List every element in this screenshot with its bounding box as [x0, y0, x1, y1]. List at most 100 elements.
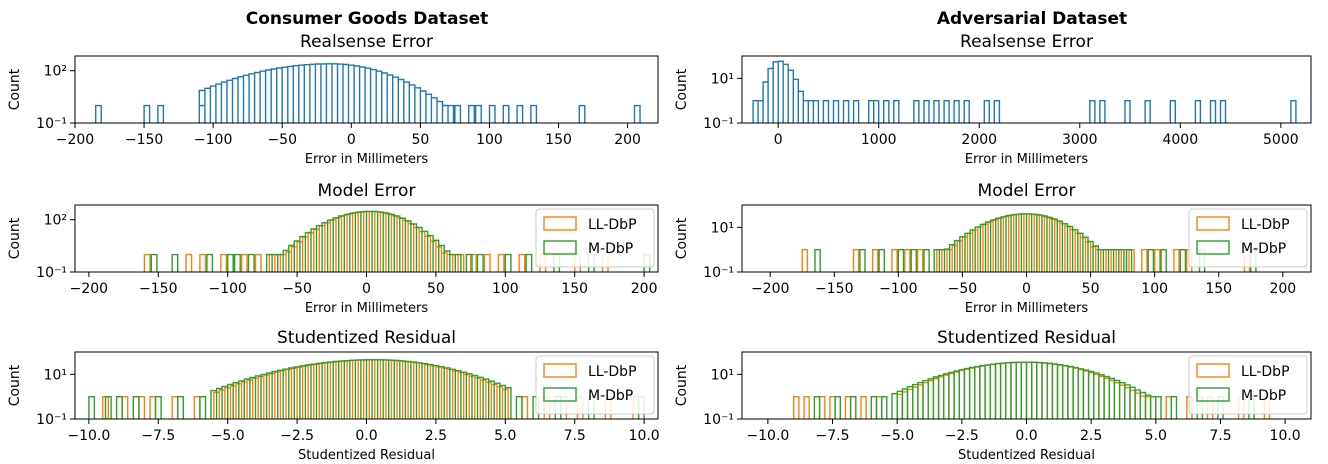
column-title-adversarial: Adversarial Dataset	[937, 9, 1127, 29]
legend-box	[1188, 208, 1308, 268]
plot-frame	[741, 55, 1312, 124]
x-axis-label: Error in Millimeters	[305, 152, 429, 167]
chart-panel: Realsense Error 0 1000 2000 3000 4000 5000 10⁻¹…	[674, 32, 1312, 167]
x-axis-label: Studentized Residual	[298, 448, 435, 463]
x-tick-label: 2.5	[425, 428, 447, 444]
y-axis-label: Count	[674, 68, 690, 110]
legend-box	[535, 355, 655, 415]
y-axis-label: Count	[674, 364, 690, 406]
chart-title: Studentized Residual	[277, 328, 456, 348]
histogram-series-realsense	[752, 60, 1297, 123]
legend-swatch-lldbp	[1196, 363, 1230, 378]
y-axis-label: Count	[7, 217, 23, 259]
x-tick-label: 150	[1205, 281, 1232, 297]
y-tick-label: 10⁻¹	[703, 265, 734, 281]
legend-swatch-lldbp	[1196, 216, 1230, 231]
x-tick-label: 0	[774, 132, 783, 148]
x-tick-label: −7.5	[141, 428, 175, 444]
histogram-series-mdbp	[150, 210, 651, 272]
x-tick-label: 5000	[1263, 132, 1299, 148]
x-tick-label: 0	[1022, 281, 1031, 297]
x-tick-label: 10.0	[629, 428, 660, 444]
x-tick-label: −100	[208, 281, 246, 297]
legend: LL-DbP M-DbP	[535, 355, 655, 415]
x-tick-label: 150	[545, 132, 572, 148]
x-tick-label: −100	[879, 281, 917, 297]
x-tick-label: 4000	[1162, 132, 1198, 148]
x-tick-label: 200	[1269, 281, 1296, 297]
x-tick-label: 5.0	[1145, 428, 1167, 444]
chart-title: Model Error	[978, 181, 1076, 201]
legend-label-lldbp: LL-DbP	[1241, 217, 1290, 233]
x-tick-label: −200	[751, 281, 789, 297]
x-tick-label: 5.0	[494, 428, 516, 444]
chart-title: Model Error	[318, 181, 416, 201]
chart-panel: Studentized Residual −10.0 −7.5 −5.0 −2.5 0.0…	[674, 328, 1312, 463]
x-tick-label: 1000	[861, 132, 897, 148]
x-tick-label: −2.5	[280, 428, 314, 444]
x-tick-label: −150	[139, 281, 177, 297]
x-tick-label: −50	[282, 281, 312, 297]
x-tick-label: −50	[267, 132, 297, 148]
x-tick-label: −200	[56, 132, 94, 148]
legend-label-mdbp: M-DbP	[1241, 241, 1286, 257]
chart-panel: Model Error −200 −150 −100 −50 0 50 100 150 200 10…	[674, 181, 1312, 316]
x-tick-label: 200	[614, 132, 641, 148]
y-tick-label: 10¹	[711, 71, 734, 87]
x-tick-label: −150	[815, 281, 853, 297]
x-axis-label: Studentized Residual	[958, 448, 1095, 463]
x-tick-label: 150	[561, 281, 588, 297]
x-tick-label: 50	[427, 281, 445, 297]
x-tick-label: 7.5	[564, 428, 586, 444]
y-tick-label: 10²	[44, 64, 67, 80]
x-tick-label: 2000	[961, 132, 997, 148]
x-axis-label: Error in Millimeters	[965, 301, 1089, 316]
x-tick-label: 10.0	[1270, 428, 1301, 444]
y-tick-label: 10²	[44, 213, 67, 229]
legend: LL-DbP M-DbP	[1188, 208, 1308, 268]
x-tick-label: 0.0	[1015, 428, 1037, 444]
legend-label-mdbp: M-DbP	[588, 241, 633, 257]
y-tick-label: 10⁻¹	[36, 412, 67, 428]
x-tick-label: 0	[347, 132, 356, 148]
x-tick-label: 100	[492, 281, 519, 297]
histogram-series-mdbp	[813, 361, 1255, 419]
legend-label-lldbp: LL-DbP	[588, 364, 637, 380]
x-axis-label: Error in Millimeters	[305, 301, 429, 316]
chart-title: Realsense Error	[960, 32, 1093, 52]
legend-swatch-mdbp	[543, 240, 577, 255]
y-tick-label: 10¹	[44, 367, 67, 383]
x-tick-label: −2.5	[945, 428, 979, 444]
x-tick-label: 100	[1141, 281, 1168, 297]
legend-label-lldbp: LL-DbP	[588, 217, 637, 233]
x-tick-label: −50	[948, 281, 978, 297]
legend-swatch-mdbp	[1196, 240, 1230, 255]
histogram-series-mdbp	[88, 359, 645, 419]
x-tick-label: 2.5	[1080, 428, 1102, 444]
chart-title: Studentized Residual	[937, 328, 1116, 348]
legend-label-mdbp: M-DbP	[1241, 388, 1286, 404]
legend: LL-DbP M-DbP	[1188, 355, 1308, 415]
legend-swatch-lldbp	[543, 363, 577, 378]
x-tick-label: 7.5	[1209, 428, 1231, 444]
legend-label-lldbp: LL-DbP	[1241, 364, 1290, 380]
y-axis-label: Count	[7, 68, 23, 110]
legend-swatch-mdbp	[543, 387, 577, 402]
chart-title: Realsense Error	[300, 32, 433, 52]
plot-frame	[74, 55, 659, 124]
y-axis-label: Count	[674, 217, 690, 259]
x-tick-label: 200	[631, 281, 658, 297]
x-tick-label: 0.0	[355, 428, 377, 444]
chart-panel: Model Error −200 −150 −100 −50 0 50 100 150 200 10…	[7, 181, 659, 316]
x-tick-label: 0	[362, 281, 371, 297]
legend-swatch-lldbp	[543, 216, 577, 231]
x-axis-label: Error in Millimeters	[965, 152, 1089, 167]
x-tick-label: 50	[1082, 281, 1100, 297]
x-tick-label: −7.5	[816, 428, 850, 444]
column-title-consumer-goods: Consumer Goods Dataset	[246, 9, 489, 29]
x-tick-label: −200	[70, 281, 108, 297]
chart-panel: Realsense Error −200 −150 −100 −50 0 50 100 150 2…	[7, 32, 659, 167]
y-tick-label: 10⁻¹	[703, 412, 734, 428]
x-tick-label: −10.0	[746, 428, 789, 444]
y-tick-label: 10¹	[711, 367, 734, 383]
